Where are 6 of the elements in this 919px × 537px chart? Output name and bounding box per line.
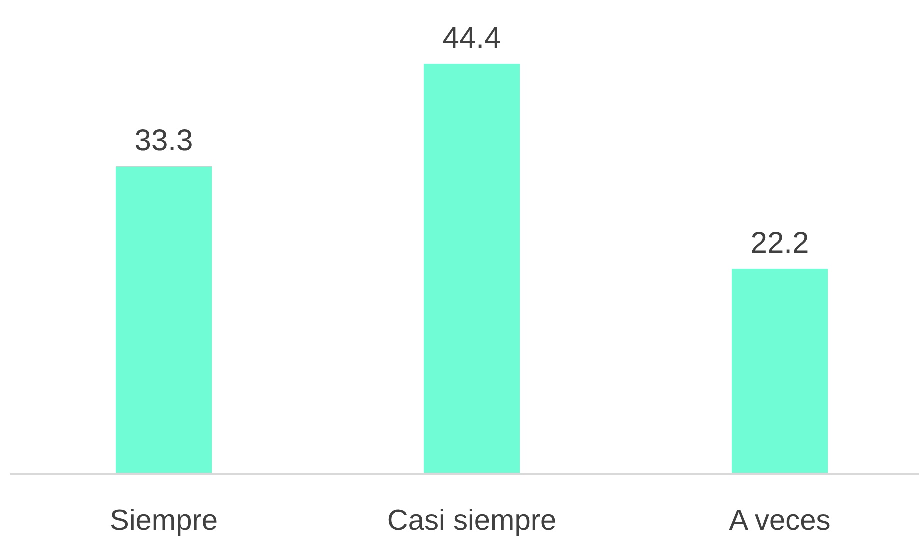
- data-label: 33.3: [134, 124, 194, 158]
- data-label: 22.2: [750, 227, 810, 260]
- data-label: 44.4: [442, 22, 502, 55]
- x-tick-label: Siempre: [110, 505, 218, 537]
- x-tick-label: Casi siempre: [387, 505, 557, 537]
- x-tick-label: A veces: [729, 505, 831, 537]
